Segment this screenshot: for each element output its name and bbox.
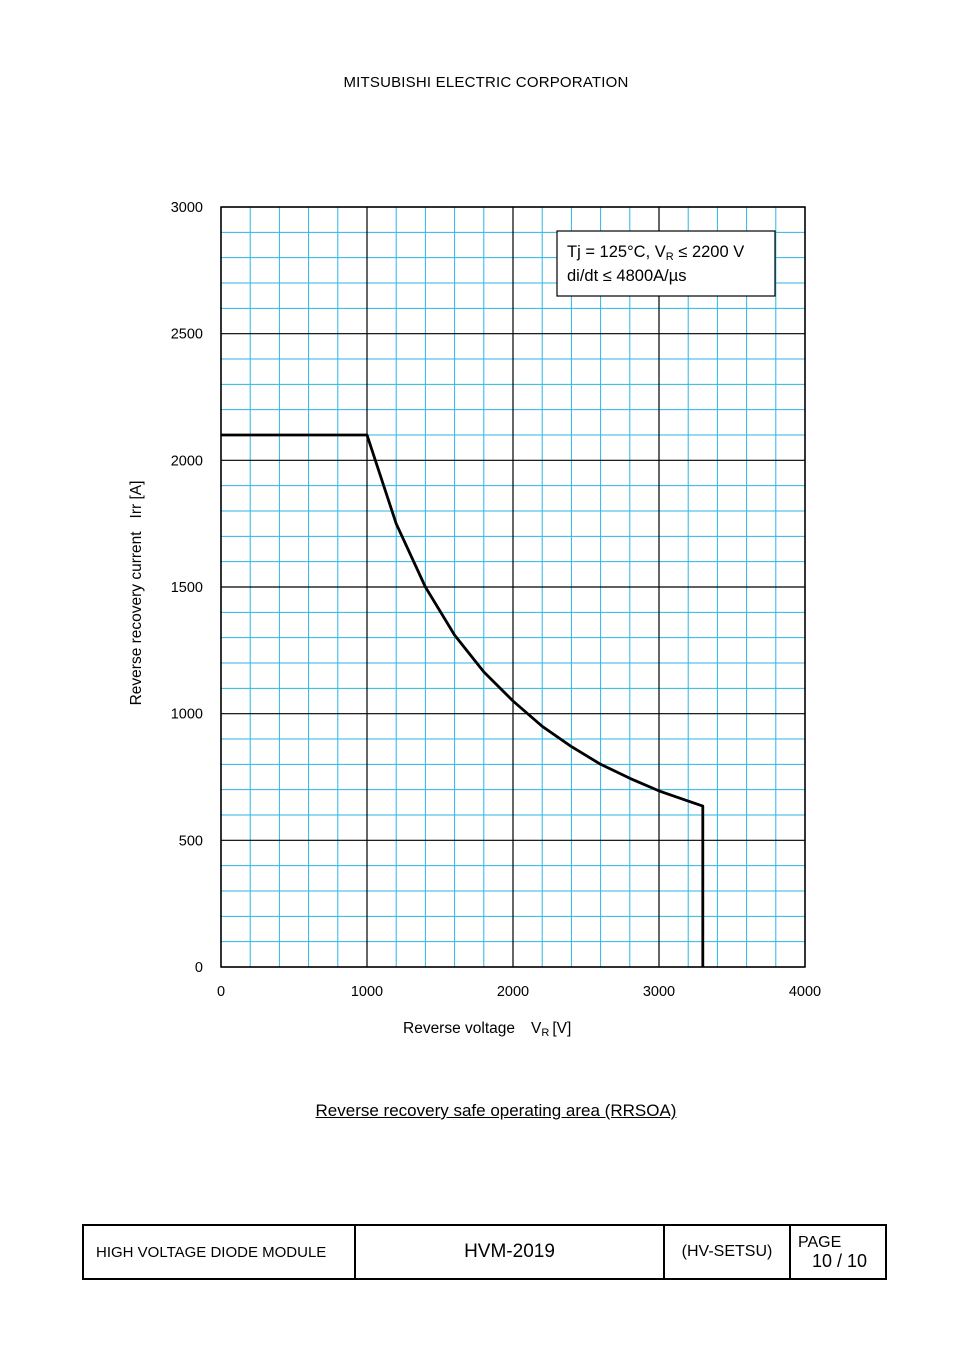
footer-table: HIGH VOLTAGE DIODE MODULE HVM-2019 (HV-S… (82, 1224, 887, 1280)
footer-doc: (HV-SETSU) (665, 1226, 791, 1278)
figure-caption: Reverse recovery safe operating area (RR… (315, 1101, 677, 1120)
legend-line-2: di/dt ≤ 4800A/µs (567, 267, 686, 285)
x-tick-label: 0 (217, 984, 225, 1000)
plot-frame (220, 206, 806, 968)
footer-page: PAGE 10 / 10 (791, 1226, 885, 1278)
y-tick-label: 3000 (171, 200, 203, 216)
rrsoa-curve (221, 433, 705, 967)
rrsoa-chart: 0 1000 2000 3000 4000 0 500 1000 1500 2000 2500 300… (128, 200, 821, 1039)
page-number: 10 / 10 (812, 1251, 868, 1271)
legend-line-1: Tj = 125°C, VR ≤ 2200 V (567, 243, 744, 263)
y-tick-label: 1500 (171, 580, 203, 596)
x-tick-label: 3000 (643, 984, 675, 1000)
footer-model: HVM-2019 (356, 1226, 665, 1278)
y-tick-label: 2000 (171, 453, 203, 469)
page-label: PAGE (798, 1234, 842, 1251)
tick-labels: 0 1000 2000 3000 4000 0 500 1000 1500 2000 2500 300… (171, 200, 821, 1000)
y-tick-label: 1000 (171, 707, 203, 723)
y-tick-label: 2500 (171, 327, 203, 343)
y-axis-label: Reverse recovery current Irr [A] (128, 481, 145, 706)
x-tick-label: 2000 (497, 984, 529, 1000)
footer-product: HIGH VOLTAGE DIODE MODULE (84, 1226, 356, 1278)
y-tick-label: 500 (179, 833, 203, 849)
company-name: MITSUBISHI ELECTRIC CORPORATION (343, 74, 629, 91)
x-tick-label: 1000 (351, 984, 383, 1000)
legend-box: Tj = 125°C, VR ≤ 2200 V di/dt ≤ 4800A/µs (556, 230, 776, 297)
x-axis-label: Reverse voltage VR [V] (403, 1020, 571, 1039)
legend-frame (556, 230, 776, 297)
y-tick-label: 0 (195, 960, 203, 976)
x-tick-label: 4000 (789, 984, 821, 1000)
